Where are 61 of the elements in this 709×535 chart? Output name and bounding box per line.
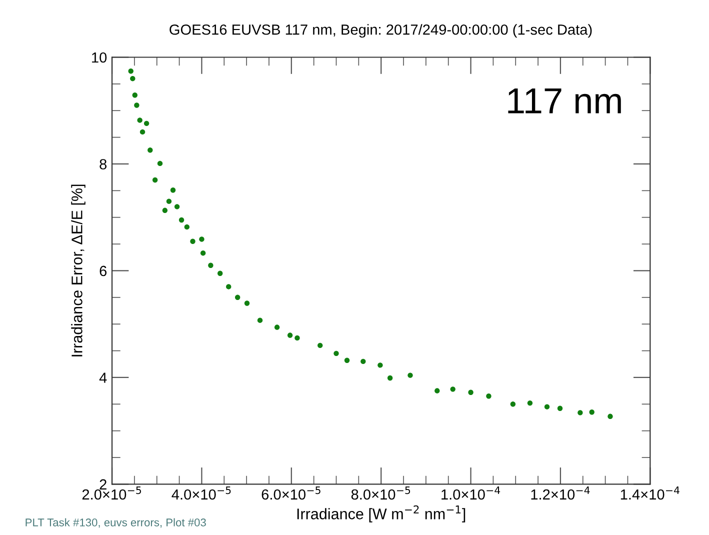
y-tick-label: 4 — [99, 372, 107, 383]
point — [157, 160, 163, 166]
point — [544, 404, 550, 410]
point — [134, 102, 140, 108]
point — [162, 208, 168, 214]
point — [287, 332, 293, 338]
point — [234, 294, 240, 300]
y-tick-label: 8 — [100, 159, 107, 170]
x-tick-label: 1.2×10$^{−4}$ — [531, 486, 590, 500]
point — [360, 358, 366, 364]
point — [334, 350, 339, 356]
point — [152, 177, 158, 183]
x-tick-label: 1.0×10$^{−4}$ — [442, 486, 500, 500]
point — [486, 394, 492, 399]
point — [130, 76, 136, 82]
point — [318, 342, 323, 348]
point — [468, 390, 474, 395]
point — [199, 236, 204, 242]
point — [408, 372, 413, 378]
point — [170, 188, 176, 193]
y-axis-title: Irradiance Error, ΔE/E [%] — [71, 184, 86, 356]
point — [218, 270, 223, 276]
point — [132, 92, 138, 98]
point — [148, 148, 153, 153]
point — [140, 129, 146, 135]
point — [208, 262, 214, 268]
y-tick-label: 10 — [92, 52, 107, 63]
point — [527, 400, 533, 406]
point — [226, 284, 232, 290]
x-axis-title: Irradiance [W m$^{−2}$ nm$^{−1}$] — [297, 505, 466, 522]
point — [294, 335, 300, 341]
point — [344, 358, 350, 363]
text: PLT Task #130, euvs errors, Plot #03 — [26, 518, 206, 528]
point — [378, 362, 383, 368]
point — [450, 386, 456, 392]
annotation: 117 nm — [508, 88, 621, 114]
point — [274, 324, 280, 330]
point — [174, 204, 180, 210]
point — [257, 318, 263, 323]
x-tick-label: 6.0×10$^{−5}$ — [262, 486, 320, 500]
point — [244, 300, 250, 306]
chart-title: GOES16 EUVSB 117 nm, Begin: 2017/249-00:00:00 (1-sec Data) — [170, 24, 592, 38]
point — [608, 414, 613, 419]
point — [510, 402, 516, 407]
y-tick-label: 6 — [100, 266, 107, 276]
point — [166, 198, 172, 204]
point — [144, 120, 150, 126]
point — [128, 68, 134, 74]
point — [137, 118, 142, 123]
point — [434, 388, 440, 394]
point — [589, 410, 594, 415]
point — [178, 217, 184, 223]
x-tick-label: 4.0×10$^{−5}$ — [172, 486, 231, 500]
point — [190, 238, 196, 244]
x-tick-label: 8.0×10$^{−5}$ — [351, 486, 410, 500]
point — [578, 410, 583, 416]
x-tick-label: 1.4×10$^{−4}$ — [620, 486, 680, 500]
point — [184, 224, 190, 230]
point — [387, 375, 393, 381]
point — [200, 250, 206, 256]
point — [557, 406, 563, 411]
